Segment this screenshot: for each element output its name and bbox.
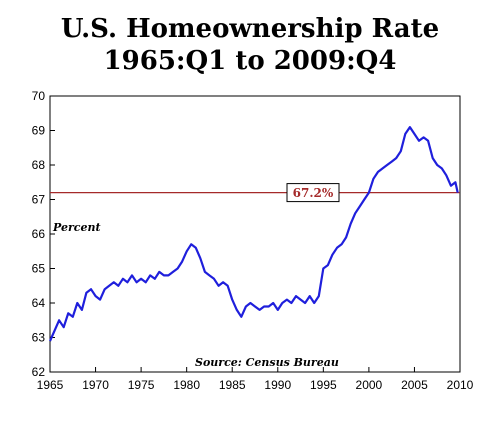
y-tick-label: 66 <box>32 227 46 241</box>
y-tick-label: 67 <box>32 193 46 207</box>
y-tick-label: 64 <box>32 296 46 310</box>
x-tick-label: 1975 <box>128 378 155 392</box>
y-tick-label: 65 <box>32 262 46 276</box>
reference-label-text: 67.2% <box>293 186 334 200</box>
x-tick-label: 1970 <box>82 378 109 392</box>
series-line <box>48 126 459 342</box>
x-tick-label: 2010 <box>447 378 474 392</box>
y-axis-label: Percent <box>52 221 101 234</box>
chart-title-line1: U.S. Homeownership Rate <box>60 14 440 44</box>
x-tick-label: 2005 <box>401 378 428 392</box>
x-tick-label: 1980 <box>173 378 200 392</box>
reference-label-box <box>286 183 340 203</box>
source-note: Source: Census Bureau <box>195 356 339 369</box>
x-tick-label: 1995 <box>310 378 337 392</box>
y-tick-label: 69 <box>32 124 46 138</box>
reference-label: 67.2% <box>286 183 340 203</box>
chart-title-line2: 1965:Q1 to 2009:Q4 <box>103 46 397 76</box>
x-tick-label: 1990 <box>264 378 291 392</box>
y-tick-label: 68 <box>32 158 46 172</box>
x-tick-label: 1985 <box>219 378 246 392</box>
plot-frame <box>49 95 461 373</box>
y-tick-label: 70 <box>32 89 46 103</box>
y-tick-label: 63 <box>32 331 46 345</box>
x-tick-label: 1965 <box>37 378 64 392</box>
x-tick-label: 2000 <box>356 378 383 392</box>
y-tick-label: 62 <box>32 365 46 379</box>
